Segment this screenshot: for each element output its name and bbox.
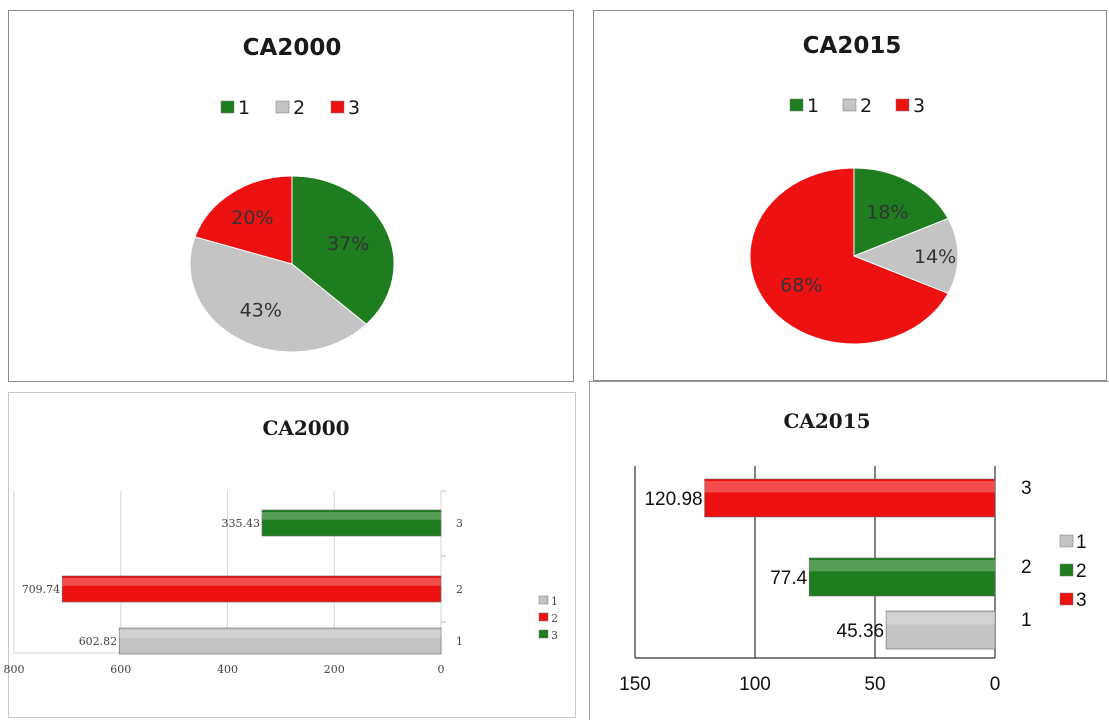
legend-swatch-3 — [330, 100, 345, 114]
pie-label-2: 14% — [914, 246, 956, 268]
bar-2 — [61, 575, 442, 603]
category-label-2: 2 — [1021, 557, 1032, 578]
pie-slice-1 — [291, 175, 395, 325]
x-tick-label-0: 0 — [438, 663, 445, 676]
x-tick-label-200: 200 — [324, 663, 345, 676]
bar-value-label-2: 77.4 — [770, 568, 807, 589]
bar-value-label-1: 602.82 — [79, 635, 118, 648]
legend-label-3: 3 — [913, 95, 925, 117]
pie-chart-ca2015: CA2015 1 2 3 18% 14% 68% — [749, 33, 959, 345]
x-tick-label-0: 0 — [990, 674, 1001, 695]
bar-3 — [704, 478, 996, 518]
legend-label-1: 1 — [1076, 532, 1087, 553]
legend-label-2: 2 — [860, 95, 872, 117]
pie-slice-1 — [853, 167, 949, 257]
category-label-3: 3 — [456, 517, 463, 530]
pie-chart-panel-ca2015: CA2015 1 2 3 18% 14% 68% — [593, 10, 1107, 381]
x-tick-label-400: 400 — [217, 663, 238, 676]
pie-slice-3 — [749, 167, 949, 345]
chart-title: CA2015 — [783, 409, 870, 433]
bar-value-label-3: 335.43 — [222, 517, 261, 530]
pie-label-3: 20% — [231, 207, 273, 229]
legend-label-1: 1 — [807, 95, 819, 117]
bar-highlight-1 — [119, 630, 441, 638]
legend-swatch-2 — [275, 100, 290, 114]
bar-highlight-1 — [886, 613, 995, 625]
bar-value-label-1: 45.36 — [837, 621, 885, 642]
category-label-2: 2 — [456, 583, 463, 596]
chart-title: CA2000 — [243, 35, 342, 61]
bar-1 — [885, 610, 996, 650]
bar-chart-ca2000: CA2000 800 600 400 200 0 335.43 3 709.74 2 602.82 1… — [4, 416, 559, 676]
bar-highlight-2 — [62, 578, 441, 586]
legend-label-1: 1 — [551, 595, 558, 608]
legend-swatch-2 — [538, 612, 549, 622]
pie-label-3: 68% — [780, 274, 822, 296]
pie-slice-3 — [194, 175, 293, 265]
bar-2 — [808, 557, 996, 597]
legend-swatch-3 — [895, 98, 910, 112]
legend-swatch-1 — [1059, 534, 1074, 548]
chart-title: CA2000 — [262, 416, 349, 440]
category-label-1: 1 — [1021, 610, 1032, 631]
bar-chart-ca2015: CA2015 150 100 50 0 120.98 3 77.4 2 45.36 1 1 2 3 — [619, 409, 1087, 695]
legend-swatch-2 — [1059, 563, 1074, 577]
legend-swatch-1 — [538, 595, 549, 605]
pie-slice-2 — [852, 217, 959, 295]
bar-chart-panel-ca2000: CA2000 800 600 400 200 0 335.43 3 709.74 2 602.82 1… — [4, 392, 576, 718]
x-tick-label-600: 600 — [110, 663, 131, 676]
bar-highlight-3 — [262, 512, 441, 520]
legend-label-3: 3 — [551, 629, 558, 642]
bar-chart-panel-ca2015: CA2015 150 100 50 0 120.98 3 77.4 2 45.36 1 1 2 3 — [589, 381, 1109, 720]
pie-chart-panel-ca2000: CA2000 1 2 3 37% 43% 20% — [8, 10, 574, 382]
legend-swatch-1 — [220, 100, 235, 114]
bar-value-label-2: 709.74 — [22, 583, 61, 596]
category-label-1: 1 — [456, 635, 463, 648]
x-tick-label-150: 150 — [619, 674, 651, 695]
legend-swatch-1 — [789, 98, 804, 112]
pie-label-1: 37% — [327, 233, 369, 255]
legend-label-1: 1 — [238, 97, 250, 119]
legend-label-3: 3 — [348, 97, 360, 119]
x-tick-label-100: 100 — [739, 674, 771, 695]
bar-3 — [261, 509, 442, 537]
bar-highlight-2 — [809, 560, 995, 572]
legend-swatch-3 — [1059, 592, 1074, 606]
chart-title: CA2015 — [803, 33, 902, 59]
bar-highlight-3 — [704, 481, 995, 493]
legend-swatch-2 — [842, 98, 857, 112]
legend-label-2: 2 — [293, 97, 305, 119]
pie-chart-ca2000: CA2000 1 2 3 37% 43% 20% — [189, 35, 395, 353]
legend-label-2: 2 — [551, 612, 558, 625]
x-tick-label-50: 50 — [864, 674, 885, 695]
pie-label-1: 18% — [866, 201, 908, 223]
legend-label-2: 2 — [1076, 561, 1087, 582]
legend-swatch-3 — [538, 629, 549, 639]
pie-slice-2 — [189, 236, 368, 353]
bar-1 — [118, 627, 442, 655]
x-tick-label-800: 800 — [4, 663, 25, 676]
pie-label-2: 43% — [240, 299, 282, 321]
legend-label-3: 3 — [1076, 590, 1087, 611]
bar-value-label-3: 120.98 — [644, 489, 702, 510]
category-label-3: 3 — [1021, 478, 1032, 499]
